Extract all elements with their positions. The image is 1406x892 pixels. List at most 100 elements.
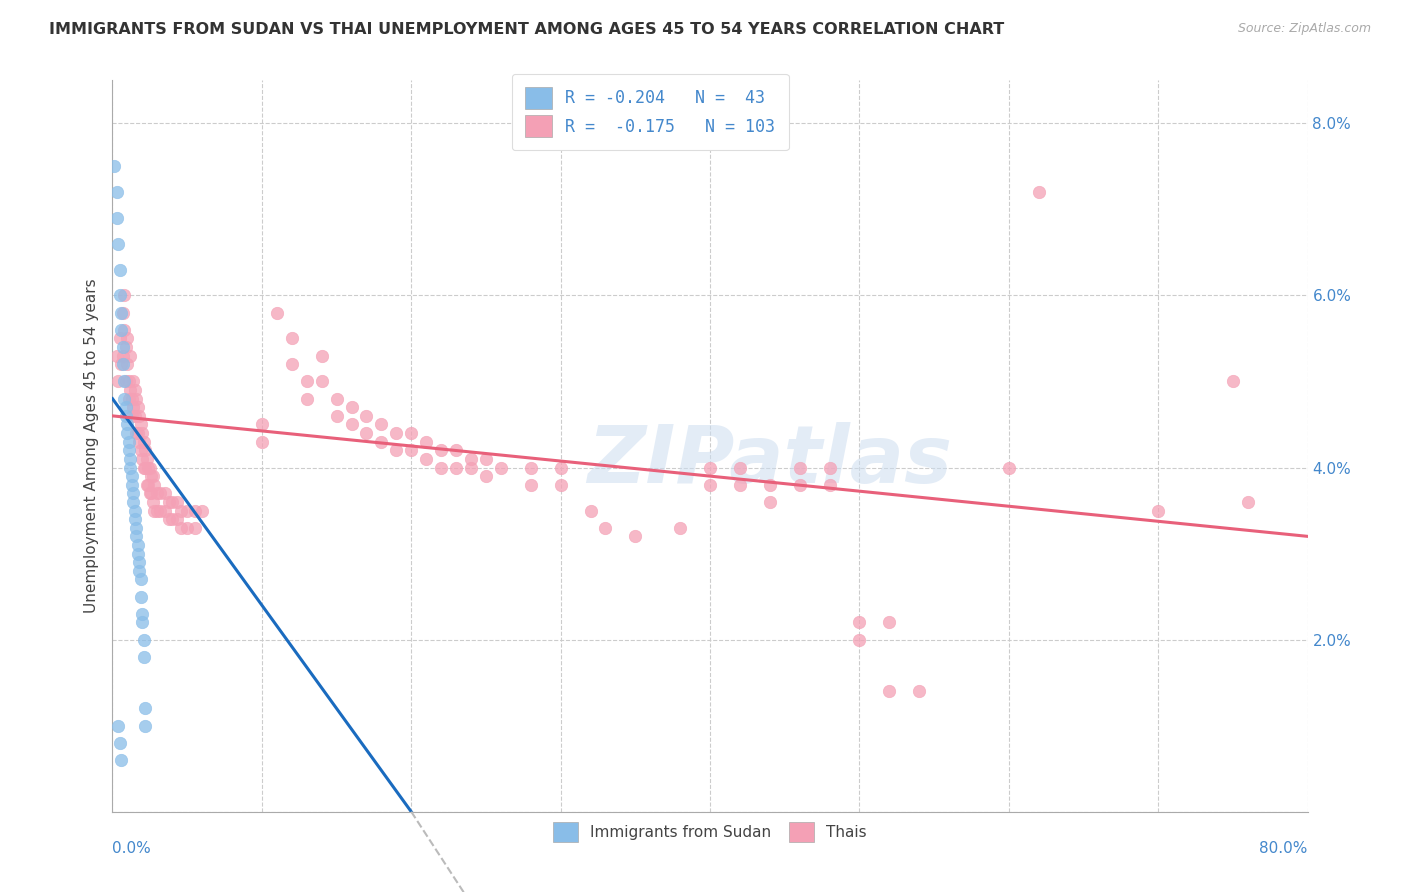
Point <box>121 392 143 406</box>
Point <box>444 443 467 458</box>
Point <box>124 409 146 423</box>
Point <box>103 159 125 173</box>
Point <box>117 357 139 371</box>
Point <box>520 477 543 491</box>
Point <box>105 349 128 363</box>
Point <box>1222 375 1244 389</box>
Point <box>1147 503 1170 517</box>
Point <box>401 426 423 441</box>
Point <box>998 460 1021 475</box>
Point <box>759 495 782 509</box>
Point <box>134 460 156 475</box>
Point <box>699 460 721 475</box>
Point <box>170 521 193 535</box>
Point <box>157 495 180 509</box>
Point <box>111 340 134 354</box>
Point <box>789 460 811 475</box>
Point <box>356 426 378 441</box>
Point <box>129 573 152 587</box>
Point <box>138 477 160 491</box>
Point <box>295 375 318 389</box>
Point <box>385 443 408 458</box>
Point <box>166 495 188 509</box>
Point <box>550 460 572 475</box>
Point <box>124 503 146 517</box>
Point <box>132 434 155 449</box>
Point <box>108 288 131 302</box>
Point <box>141 469 163 483</box>
Point <box>110 753 132 767</box>
Point <box>108 736 131 750</box>
Y-axis label: Unemployment Among Ages 45 to 54 years: Unemployment Among Ages 45 to 54 years <box>83 278 98 614</box>
Point <box>789 477 811 491</box>
Point <box>183 503 205 517</box>
Point <box>908 684 931 698</box>
Point <box>122 495 145 509</box>
Point <box>166 512 188 526</box>
Point <box>170 503 193 517</box>
Point <box>125 521 148 535</box>
Point <box>131 615 153 630</box>
Point <box>132 460 155 475</box>
Point <box>141 486 163 500</box>
Point <box>176 521 198 535</box>
Point <box>356 409 378 423</box>
Point <box>879 615 901 630</box>
Point <box>114 392 135 406</box>
Point <box>118 434 141 449</box>
Point <box>699 477 721 491</box>
Point <box>325 392 347 406</box>
Point <box>124 383 146 397</box>
Point <box>595 521 617 535</box>
Point <box>118 443 141 458</box>
Point <box>624 529 647 543</box>
Point <box>127 538 149 552</box>
Point <box>131 607 153 621</box>
Point <box>108 331 131 345</box>
Point <box>475 451 498 466</box>
Point <box>489 460 512 475</box>
Point <box>107 375 129 389</box>
Point <box>311 349 333 363</box>
Point <box>108 262 131 277</box>
Point <box>114 288 135 302</box>
Point <box>183 521 205 535</box>
Point <box>340 417 363 432</box>
Point <box>142 469 165 483</box>
Point <box>385 426 408 441</box>
Point <box>153 503 176 517</box>
Point <box>759 477 782 491</box>
Point <box>110 323 132 337</box>
Point <box>129 417 152 432</box>
Point <box>460 451 482 466</box>
Point <box>146 503 169 517</box>
Point <box>125 392 148 406</box>
Point <box>120 349 142 363</box>
Point <box>132 649 155 664</box>
Point <box>430 460 453 475</box>
Point <box>143 477 166 491</box>
Point <box>311 375 333 389</box>
Point <box>111 357 134 371</box>
Point <box>115 409 138 423</box>
Point <box>125 426 148 441</box>
Point <box>818 477 841 491</box>
Point <box>114 375 135 389</box>
Point <box>129 590 152 604</box>
Point <box>1028 185 1050 199</box>
Point <box>669 521 692 535</box>
Point <box>139 486 162 500</box>
Point <box>370 417 392 432</box>
Text: ZIPatlas: ZIPatlas <box>588 422 952 500</box>
Point <box>176 503 198 517</box>
Point <box>430 443 453 458</box>
Point <box>153 486 176 500</box>
Point <box>415 434 437 449</box>
Point <box>520 460 543 475</box>
Point <box>250 434 273 449</box>
Point <box>105 185 128 199</box>
Point <box>139 460 162 475</box>
Point <box>266 305 288 319</box>
Point <box>128 409 150 423</box>
Point <box>460 460 482 475</box>
